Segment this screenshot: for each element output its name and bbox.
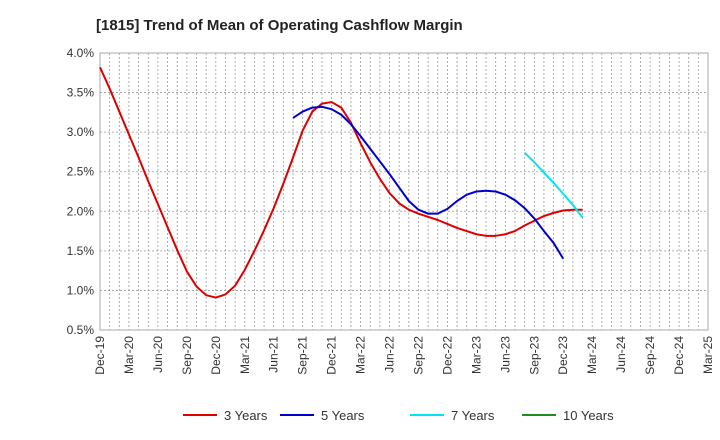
y-tick-label: 1.5%	[67, 244, 95, 258]
x-tick-label: Mar-21	[238, 336, 252, 374]
legend-label: 10 Years	[563, 408, 614, 423]
y-tick-label: 0.5%	[67, 323, 95, 337]
x-tick-label: Mar-23	[469, 336, 483, 374]
x-tick-label: Jun-20	[151, 336, 165, 373]
plot-area	[99, 52, 709, 331]
chart-title: [1815] Trend of Mean of Operating Cashfl…	[96, 17, 463, 34]
series-lines	[99, 66, 584, 299]
y-tick-label: 1.0%	[67, 283, 95, 297]
y-tick-label: 2.5%	[67, 165, 95, 179]
series-line-7-years	[523, 152, 584, 219]
legend-label: 7 Years	[451, 408, 495, 423]
y-tick-label: 2.0%	[67, 204, 95, 218]
x-tick-label: Dec-21	[325, 336, 339, 375]
x-tick-label: Sep-23	[527, 336, 541, 375]
x-axis: Dec-19 Mar-20 Jun-20 Sep-20 Dec-20 Mar-21 Jun-…	[93, 336, 715, 375]
legend-label: 5 Years	[321, 408, 365, 423]
y-axis: 0.5% 1.0% 1.5% 2.0% 2.5% 3.0% 3.5% 4.0%	[67, 46, 95, 337]
gridlines	[100, 53, 708, 330]
legend: 3 Years 5 Years 7 Years 10 Years	[183, 408, 614, 423]
series-line-3-years	[99, 66, 583, 299]
x-tick-label: Jun-24	[614, 336, 628, 373]
x-tick-label: Jun-22	[383, 336, 397, 373]
x-tick-label: Mar-24	[585, 336, 599, 374]
x-tick-label: Sep-24	[643, 336, 657, 375]
series-line-5-years	[292, 105, 565, 260]
x-tick-label: Mar-20	[122, 336, 136, 374]
x-tick-label: Mar-25	[701, 336, 715, 374]
y-tick-label: 3.0%	[67, 125, 95, 139]
x-tick-label: Sep-20	[180, 336, 194, 375]
x-tick-label: Sep-22	[411, 336, 425, 375]
x-tick-label: Jun-21	[267, 336, 281, 373]
x-tick-label: Dec-24	[672, 336, 686, 375]
y-tick-label: 3.5%	[67, 86, 95, 100]
x-tick-label: Mar-22	[354, 336, 368, 374]
x-tick-label: Dec-20	[209, 336, 223, 375]
x-tick-label: Dec-19	[93, 336, 107, 375]
legend-label: 3 Years	[224, 408, 268, 423]
x-tick-label: Dec-23	[556, 336, 570, 375]
y-tick-label: 4.0%	[67, 46, 95, 60]
x-tick-label: Dec-22	[440, 336, 454, 375]
x-tick-label: Jun-23	[498, 336, 512, 373]
x-tick-label: Sep-21	[296, 336, 310, 375]
